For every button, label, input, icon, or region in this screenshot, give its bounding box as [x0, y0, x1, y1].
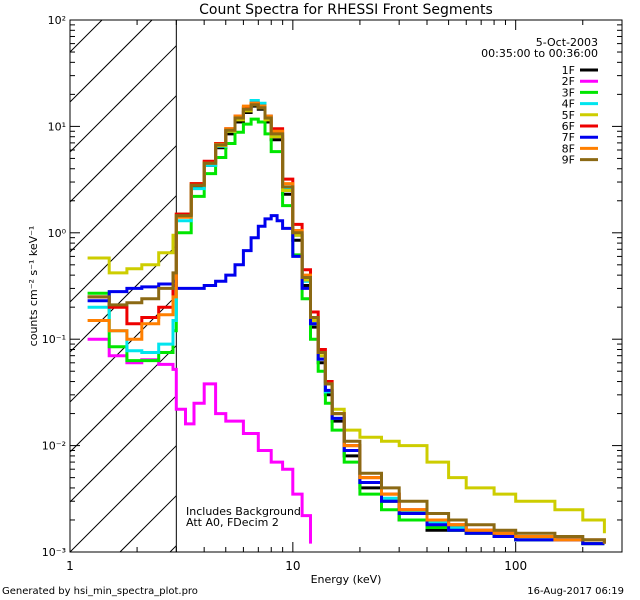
- legend-label-8f: 8F: [562, 142, 575, 155]
- series-6f-line: [87, 101, 606, 544]
- series-lines: [87, 99, 606, 546]
- legend-label-1f: 1F: [562, 64, 575, 77]
- y-tick-label: 10⁻²: [42, 440, 66, 453]
- series-7f-line: [87, 214, 605, 546]
- x-tick-label: 10: [285, 559, 300, 573]
- y-tick-label: 10⁻³: [42, 546, 66, 559]
- x-tick-label: 100: [504, 559, 527, 573]
- plot-frame: [69, 19, 623, 553]
- legend-label-4f: 4F: [562, 98, 575, 111]
- series-5f-line: [87, 103, 606, 534]
- annotation-background: Includes Background: [186, 505, 301, 518]
- y-tick-label: 10¹: [48, 120, 66, 133]
- series-4f-line: [87, 99, 606, 544]
- y-axis: 10⁻³ 10⁻² 10⁻¹ 10⁰ 10¹ 10²: [42, 14, 622, 559]
- time-range-label: 00:35:00 to 00:36:00: [481, 47, 598, 60]
- annotation-attenuator: Att A0, FDecim 2: [186, 516, 279, 529]
- x-tick-label: 1: [66, 559, 74, 573]
- legend-label-7f: 7F: [562, 131, 575, 144]
- y-tick-label: 10⁰: [48, 227, 67, 240]
- series-3f-line: [87, 117, 605, 546]
- y-tick-label: 10²: [48, 14, 66, 27]
- legend-label-2f: 2F: [562, 75, 575, 88]
- series-9f-line: [87, 103, 606, 544]
- x-axis-label: Energy (keV): [311, 573, 382, 586]
- series-1f-line: [176, 104, 605, 546]
- y-tick-label: 10⁻¹: [42, 333, 66, 346]
- x-axis: 1 10 100: [66, 20, 623, 573]
- legend-label-6f: 6F: [562, 120, 575, 133]
- chart-title: Count Spectra for RHESSI Front Segments: [199, 2, 493, 18]
- legend-label-5f: 5F: [562, 109, 575, 122]
- y-axis-label: counts cm⁻² s⁻¹ keV⁻¹: [27, 226, 40, 347]
- legend-label-3f: 3F: [562, 86, 575, 99]
- hatched-region: [69, 19, 177, 553]
- series-8f-line: [87, 101, 606, 544]
- hatch-lines: [69, 19, 177, 553]
- footer-generated-by: Generated by hsi_min_spectra_plot.pro: [2, 586, 198, 597]
- legend-label-9f: 9F: [562, 154, 575, 167]
- date-label: 5-Oct-2003: [536, 36, 598, 49]
- footer-timestamp: 16-Aug-2017 06:19: [527, 586, 624, 597]
